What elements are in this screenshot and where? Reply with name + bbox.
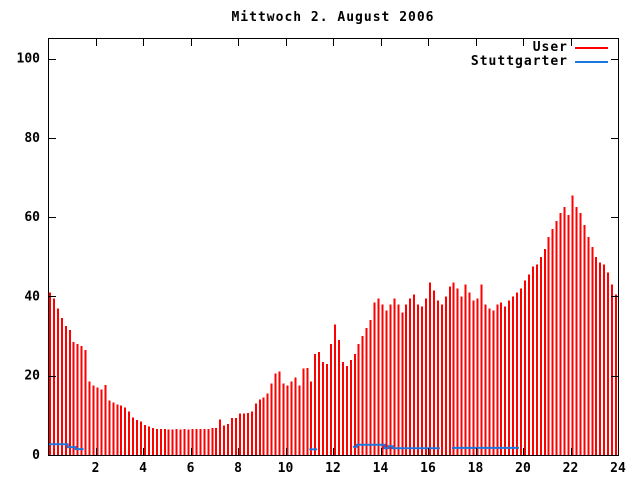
y-tick-label: 100 bbox=[17, 52, 41, 67]
x-tick-label: 2 bbox=[92, 461, 100, 476]
y-tick-label: 80 bbox=[24, 131, 40, 146]
legend-item-user: User bbox=[471, 40, 608, 55]
x-tick-label: 22 bbox=[563, 461, 579, 476]
legend: User Stuttgarter bbox=[470, 40, 608, 69]
y-tick-label: 40 bbox=[24, 289, 40, 304]
x-tick-label: 12 bbox=[325, 461, 341, 476]
axes bbox=[48, 38, 619, 456]
x-tick-label: 10 bbox=[278, 461, 294, 476]
legend-item-stuttgarter: Stuttgarter bbox=[470, 54, 608, 69]
y-tick-label: 20 bbox=[24, 369, 40, 384]
x-tick-label: 8 bbox=[234, 461, 242, 476]
x-tick-label: 20 bbox=[515, 461, 531, 476]
x-tick-label: 18 bbox=[468, 461, 484, 476]
y-tick-label: 60 bbox=[24, 210, 40, 225]
legend-label-stuttgarter: Stuttgarter bbox=[470, 54, 568, 69]
legend-line-sample-stuttgarter bbox=[575, 60, 608, 63]
x-tick-label: 24 bbox=[610, 461, 626, 476]
x-tick-label: 14 bbox=[373, 461, 389, 476]
series-stuttgarter-line bbox=[48, 443, 519, 451]
legend-label-user: User bbox=[532, 40, 568, 55]
y-tick-label: 0 bbox=[32, 448, 40, 463]
x-tick-label: 4 bbox=[139, 461, 147, 476]
x-tick-label: 16 bbox=[420, 461, 436, 476]
chart-title: Mittwoch 2. August 2006 bbox=[231, 10, 435, 25]
series-user-bars bbox=[48, 195, 618, 456]
legend-line-sample-user bbox=[575, 46, 608, 49]
x-tick-label: 6 bbox=[187, 461, 195, 476]
